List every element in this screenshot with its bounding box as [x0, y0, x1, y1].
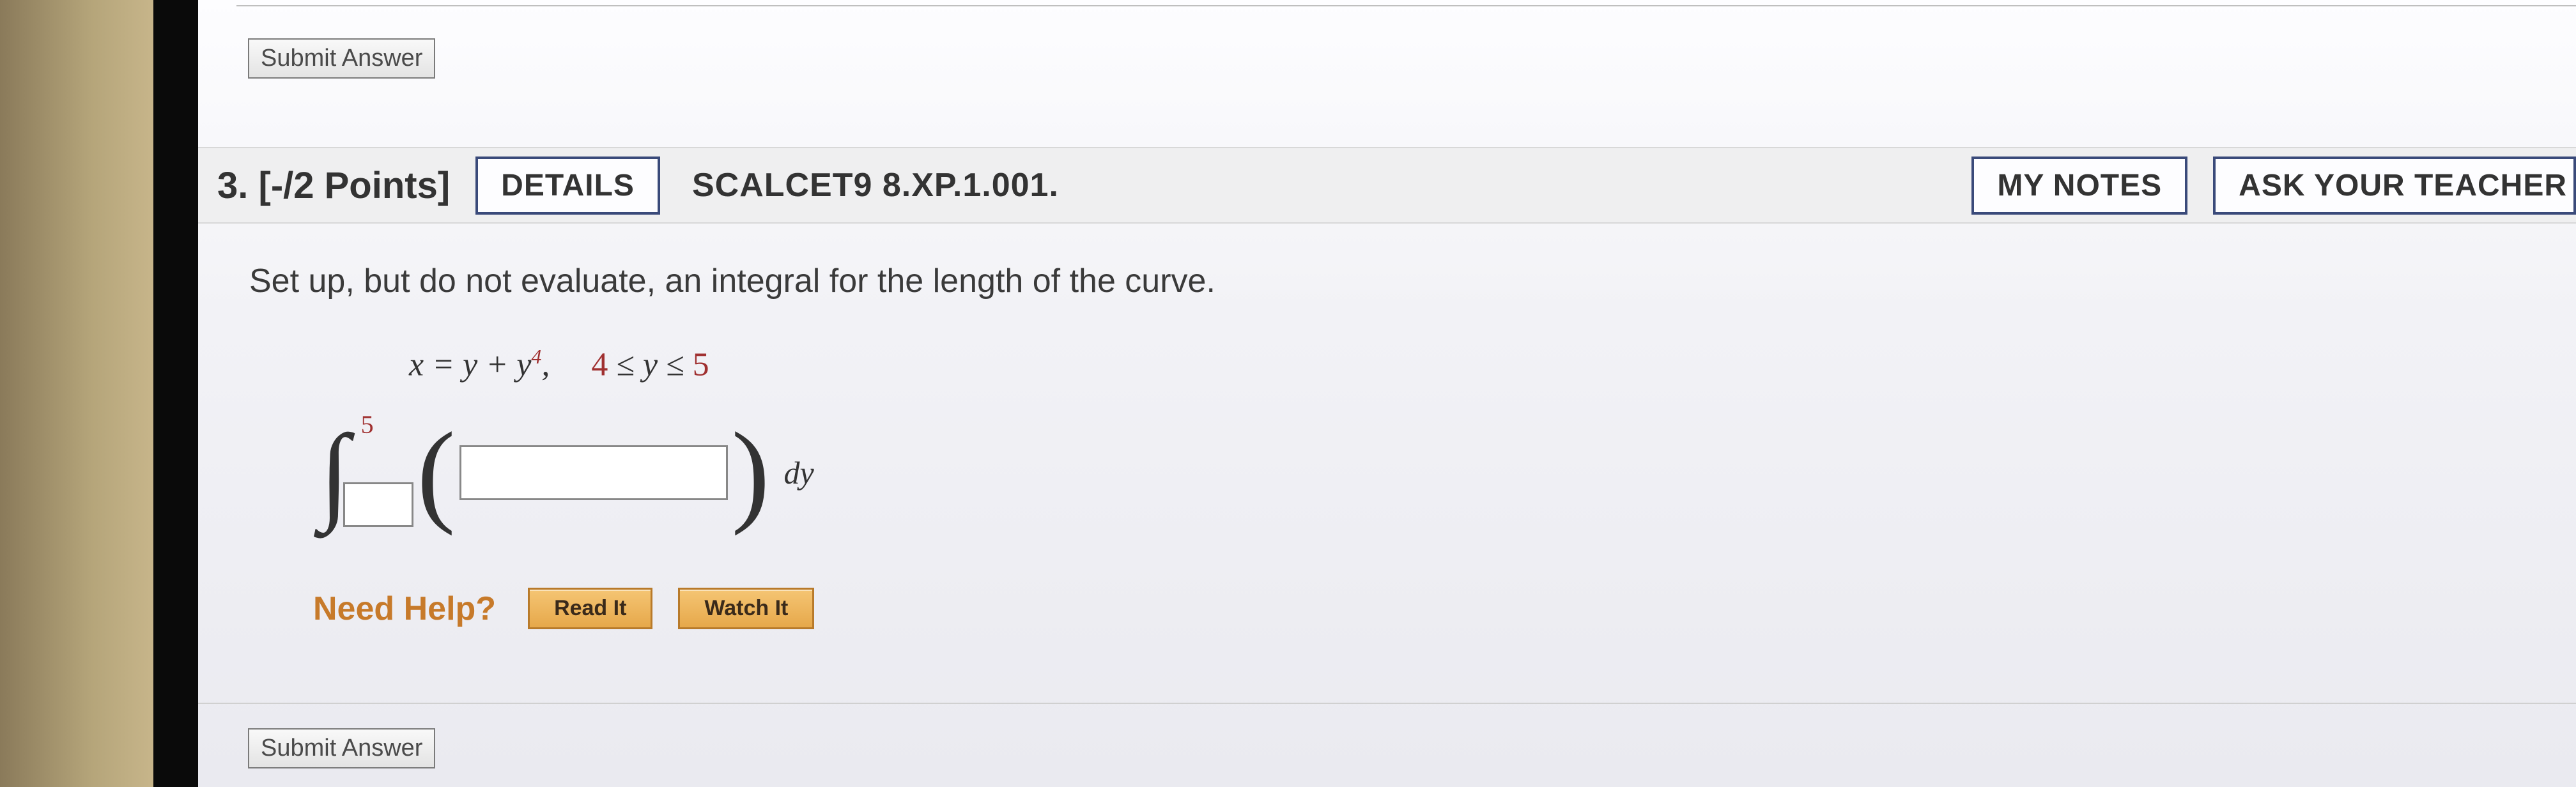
question-body: Set up, but do not evaluate, an integral… — [249, 262, 2563, 629]
question-index: 3. — [217, 165, 248, 206]
submit-answer-button-bottom[interactable]: Submit Answer — [248, 728, 435, 768]
read-it-button[interactable]: Read It — [528, 588, 652, 629]
equation-comma: , — [541, 346, 550, 383]
bound-var: y — [643, 346, 658, 383]
question-body-separator — [198, 703, 2576, 704]
integral-lower-limit-input[interactable] — [343, 482, 413, 527]
photo-background-left — [0, 0, 153, 787]
watch-it-button[interactable]: Watch It — [678, 588, 814, 629]
equation-exponent: 4 — [531, 345, 541, 368]
le-symbol-1: ≤ — [616, 346, 635, 383]
integral-upper-limit: 5 — [361, 412, 374, 438]
details-button[interactable]: DETAILS — [475, 157, 660, 215]
submit-answer-button-top[interactable]: Submit Answer — [248, 38, 435, 79]
right-paren-icon: ) — [728, 415, 774, 530]
need-help-label: Need Help? — [313, 590, 496, 628]
header-right-buttons: MY NOTES ASK YOUR TEACHER — [1971, 157, 2576, 215]
equation-lhs: x = y + y — [409, 346, 531, 383]
bound-upper-value: 5 — [693, 346, 709, 383]
question-points: [-/2 Points] — [259, 165, 451, 206]
left-paren-icon: ( — [413, 415, 459, 530]
differential-text: dy — [783, 454, 814, 491]
question-code: SCALCET9 8.XP.1.001. — [692, 166, 1059, 204]
question-number: 3. [-/2 Points] — [217, 164, 450, 207]
ask-your-teacher-button[interactable]: ASK YOUR TEACHER — [2213, 157, 2576, 215]
question-prompt: Set up, but do not evaluate, an integral… — [249, 262, 2563, 300]
le-symbol-2: ≤ — [666, 346, 684, 383]
equation-line: x = y + y4, 4 ≤ y ≤ 5 — [409, 345, 2563, 383]
integrand-input[interactable] — [459, 445, 728, 500]
question-header-bar: 3. [-/2 Points] DETAILS SCALCET9 8.XP.1.… — [198, 147, 2576, 224]
integral-expression: ∫ 5 ( ) dy — [320, 415, 2563, 530]
previous-question-bottom-border — [236, 0, 2576, 6]
my-notes-button[interactable]: MY NOTES — [1971, 157, 2187, 215]
need-help-row: Need Help? Read It Watch It — [313, 588, 2563, 629]
webassign-screen: Submit Answer 3. [-/2 Points] DETAILS SC… — [198, 0, 2576, 787]
bound-lower-value: 4 — [591, 346, 608, 383]
monitor-bezel — [153, 0, 198, 787]
